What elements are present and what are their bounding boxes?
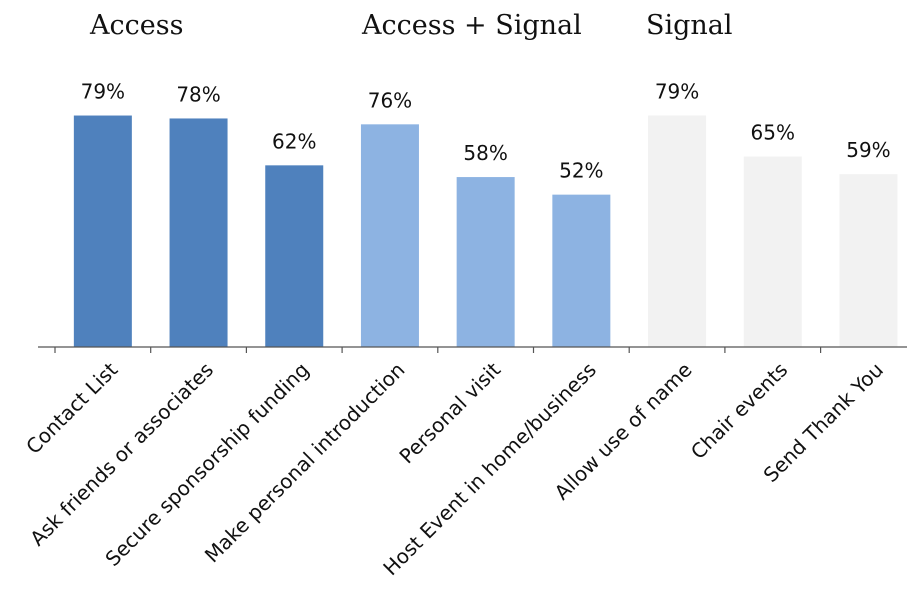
value-label-send-thank-you: 59%	[846, 138, 890, 162]
bar-chair-events	[743, 156, 802, 347]
category-label-chair-events: Chair events	[686, 358, 792, 464]
group-label-access: Access	[89, 10, 183, 41]
category-label-secure-sponsorship-funding: Secure sponsorship funding	[100, 358, 313, 571]
bar-allow-use-of-name	[648, 115, 707, 347]
group-label-access-signal: Access + Signal	[361, 10, 582, 41]
bar-secure-sponsorship-funding	[265, 165, 324, 347]
value-labels: 79% 78% 62% 76% 58% 52% 79% 65% 59%	[81, 80, 891, 183]
bar-personal-visit	[456, 177, 515, 347]
value-label-secure-sponsorship-funding: 62%	[272, 129, 316, 153]
category-label-contact-list: Contact List	[21, 357, 122, 458]
bar-contact-list	[73, 115, 132, 347]
bar-send-thank-you	[839, 174, 898, 347]
bar-host-event-in-home-business	[552, 194, 611, 347]
category-label-make-personal-introduction: Make personal introduction	[200, 358, 410, 568]
bars	[73, 115, 898, 348]
group-label-signal: Signal	[646, 10, 733, 41]
x-axis-ticks	[54, 347, 822, 353]
value-label-allow-use-of-name: 79%	[655, 80, 699, 104]
value-label-make-personal-introduction: 76%	[368, 88, 412, 112]
value-label-personal-visit: 58%	[463, 141, 507, 165]
value-label-ask-friends-or-associates: 78%	[176, 82, 220, 106]
category-label-ask-friends-or-associates: Ask friends or associates	[25, 358, 218, 551]
value-label-contact-list: 79%	[81, 80, 125, 104]
value-label-chair-events: 65%	[751, 121, 795, 145]
group-labels: Access Access + Signal Signal	[89, 10, 733, 41]
bar-ask-friends-or-associates	[169, 118, 228, 348]
value-label-host-event-in-home-business: 52%	[559, 159, 603, 183]
bar-make-personal-introduction	[360, 124, 419, 347]
